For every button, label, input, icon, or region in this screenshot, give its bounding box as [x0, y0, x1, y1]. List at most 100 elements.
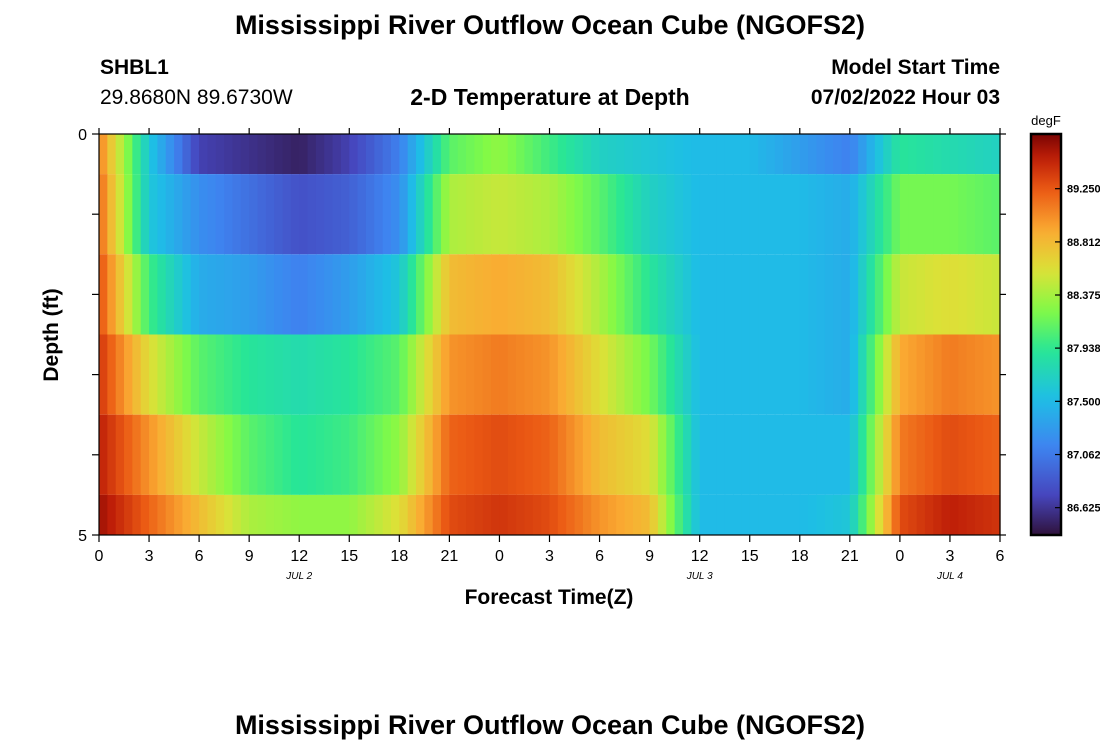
heatmap-cell — [649, 174, 659, 255]
heatmap-cell — [99, 414, 108, 495]
heatmap-cell — [157, 134, 167, 175]
heatmap-cell — [399, 334, 409, 415]
heatmap-cell — [899, 134, 909, 175]
x-tick-label: 6 — [996, 548, 1005, 565]
heatmap-cell — [541, 134, 551, 175]
heatmap-cell — [449, 414, 459, 495]
heatmap-cell — [682, 414, 692, 495]
heatmap-cell — [416, 414, 425, 495]
x-tick-label: 21 — [841, 548, 859, 565]
heatmap-cell — [716, 334, 726, 415]
heatmap-cell — [274, 254, 284, 335]
heatmap-cell — [399, 134, 409, 175]
heatmap-cell — [616, 134, 626, 175]
heatmap-cell — [649, 254, 659, 335]
heatmap-cell — [591, 414, 601, 495]
heatmap-cell — [666, 254, 676, 335]
heatmap-cell — [799, 494, 809, 535]
heatmap-cell — [799, 414, 809, 495]
heatmap-cell — [641, 254, 651, 335]
heatmap-cell — [324, 494, 334, 535]
heatmap-cell — [165, 334, 175, 415]
heatmap-cell — [974, 174, 984, 255]
heatmap-cell — [891, 334, 901, 415]
heatmap-cell — [132, 134, 142, 175]
heatmap-cell — [424, 134, 434, 175]
heatmap-cell — [941, 134, 951, 175]
heatmap-cell — [541, 414, 551, 495]
heatmap-cell — [416, 134, 425, 175]
heatmap-cell — [399, 414, 409, 495]
heatmap-cell — [140, 174, 150, 255]
heatmap-cell — [215, 414, 225, 495]
heatmap-cell — [299, 414, 309, 495]
heatmap-cell — [958, 334, 968, 415]
heatmap-cell — [824, 494, 834, 535]
heatmap-cell — [691, 494, 701, 535]
heatmap-cell — [883, 254, 893, 335]
heatmap-cell — [257, 134, 267, 175]
heatmap-cell — [457, 174, 467, 255]
heatmap-cell — [149, 254, 158, 335]
heatmap-cell — [708, 334, 717, 415]
heatmap-cell — [416, 494, 425, 535]
heatmap-cell — [332, 254, 342, 335]
heatmap-cell — [641, 174, 651, 255]
heatmap-cell — [524, 414, 534, 495]
heatmap-cell — [466, 174, 476, 255]
heatmap-cell — [441, 494, 450, 535]
heatmap-cell — [816, 254, 826, 335]
heatmap-cell — [424, 334, 434, 415]
heatmap-cell — [858, 334, 868, 415]
x-tick-label: 3 — [545, 548, 554, 565]
heatmap-cell — [107, 254, 117, 335]
heatmap-cell — [424, 414, 434, 495]
heatmap-cell — [441, 134, 450, 175]
heatmap-cell — [399, 494, 409, 535]
heatmap-cell — [799, 174, 809, 255]
heatmap-cell — [691, 334, 701, 415]
heatmap-cell — [507, 334, 517, 415]
heatmap-cell — [599, 134, 609, 175]
heatmap-cell — [491, 334, 501, 415]
x-tick-label: 3 — [145, 548, 154, 565]
heatmap-cell — [874, 414, 884, 495]
heatmap-cell — [933, 414, 943, 495]
heatmap-cell — [724, 254, 734, 335]
heatmap-cell — [741, 414, 751, 495]
heatmap-cell — [716, 494, 726, 535]
heatmap-cell — [682, 174, 692, 255]
heatmap-cell — [357, 334, 367, 415]
heatmap-cell — [315, 134, 325, 175]
heatmap-cell — [474, 134, 484, 175]
heatmap-cell — [858, 494, 868, 535]
heatmap-cell — [632, 134, 642, 175]
heatmap-cell — [115, 134, 125, 175]
heatmap-cell — [716, 174, 726, 255]
heatmap-cell — [382, 134, 392, 175]
heatmap-cell — [874, 134, 884, 175]
heatmap-cell — [182, 334, 192, 415]
heatmap-cell — [274, 494, 284, 535]
plot-axes: 0 3 6 9 12 15 18 21 0 3 6 9 12 15 18 21 0 3 6 JUL 2 JUL 3 JUL… — [78, 127, 1006, 582]
heatmap-cell — [849, 334, 859, 415]
heatmap-cell — [399, 174, 409, 255]
y-axis-title: Depth (ft) — [40, 288, 63, 381]
heatmap-cell — [749, 174, 759, 255]
heatmap-cell — [432, 174, 442, 255]
heatmap-cell — [616, 174, 626, 255]
heatmap-cell — [908, 254, 918, 335]
heatmap-cell — [115, 254, 125, 335]
heatmap-cell — [499, 254, 509, 335]
colorbar-unit: degF — [1031, 113, 1061, 128]
heatmap-cell — [107, 334, 117, 415]
heatmap-cell — [883, 134, 893, 175]
heatmap-cell — [557, 414, 567, 495]
heatmap-cell — [507, 414, 517, 495]
heatmap-cell — [324, 334, 334, 415]
heatmap-cell — [557, 254, 567, 335]
heatmap-cell — [365, 334, 375, 415]
heatmap-cell — [908, 414, 918, 495]
heatmap-cell — [382, 174, 392, 255]
heatmap-cell — [441, 414, 450, 495]
